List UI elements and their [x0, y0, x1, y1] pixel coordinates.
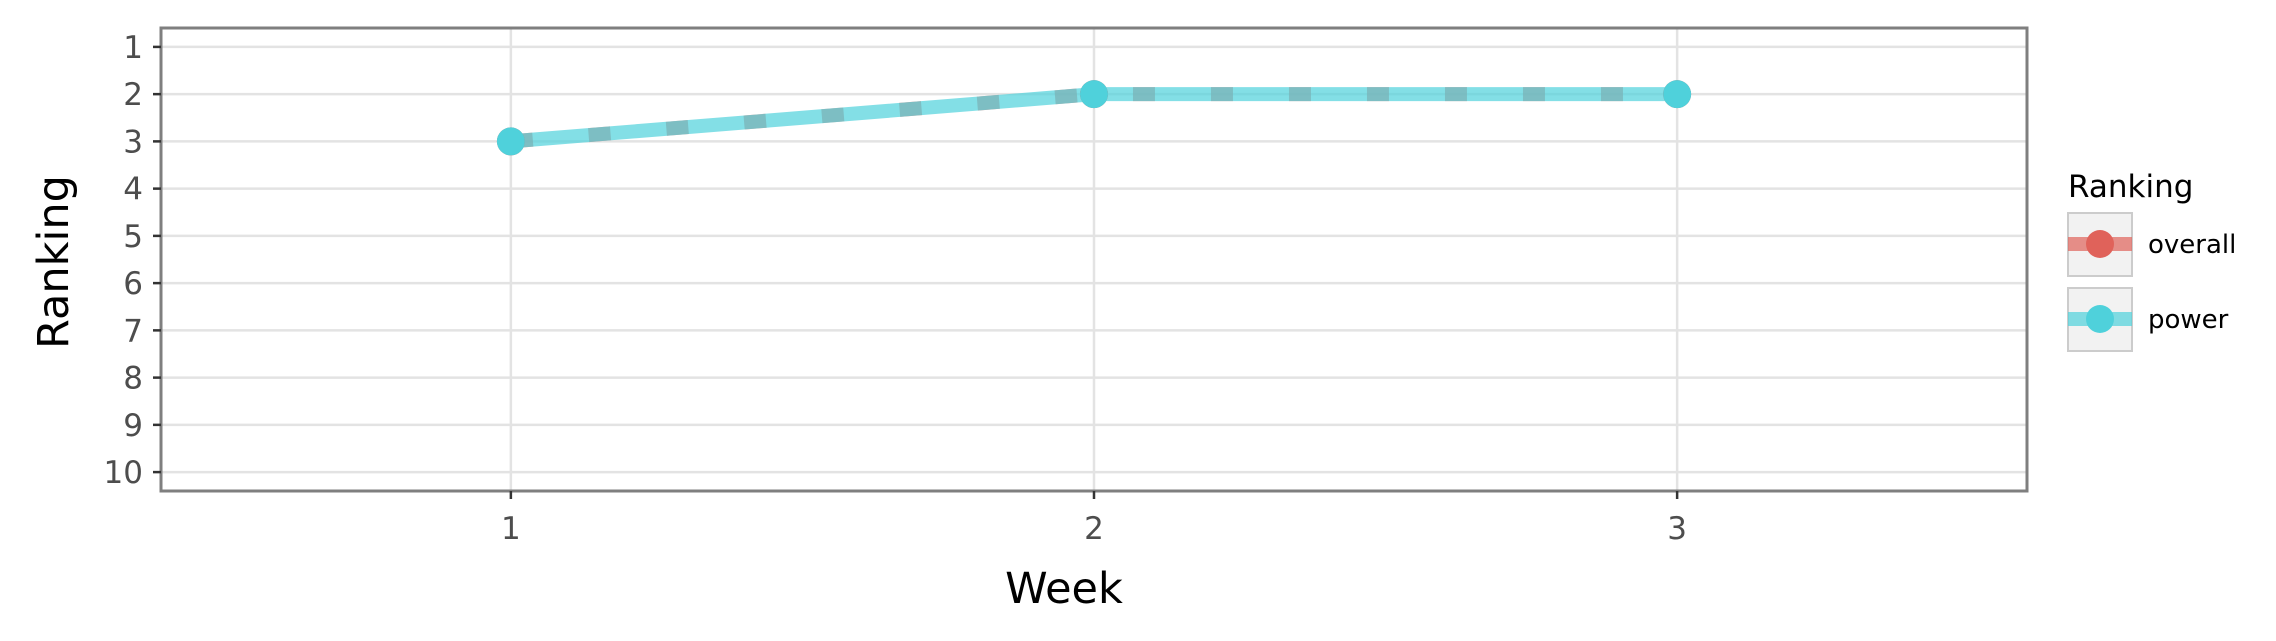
y-tick-label: 8 — [123, 361, 143, 397]
y-tick-label: 2 — [123, 77, 143, 113]
y-tick-label: 9 — [123, 408, 143, 444]
y-tick-label: 4 — [123, 172, 143, 208]
data-point-power — [1080, 80, 1108, 109]
y-tick-label: 7 — [123, 313, 143, 349]
data-point-power — [496, 127, 525, 156]
data-point-power — [1663, 80, 1692, 109]
y-tick-label: 10 — [104, 455, 143, 491]
data-points — [496, 80, 1692, 156]
legend-key-point — [2086, 230, 2114, 258]
legend-label: power — [2148, 305, 2229, 335]
y-tick-label: 5 — [123, 219, 143, 255]
x-tick-label: 3 — [1667, 511, 1687, 547]
legend-item-power: power — [2067, 287, 2229, 352]
x-axis-ticks: 1 2 3 — [501, 491, 1687, 547]
y-tick-label: 6 — [123, 266, 143, 302]
x-tick-label: 2 — [1084, 511, 1104, 547]
x-tick-label: 1 — [501, 511, 521, 547]
y-tick-label: 3 — [123, 124, 143, 160]
legend: Ranking overall power — [2067, 169, 2236, 352]
y-axis-title: Ranking — [29, 175, 79, 349]
legend-title: Ranking — [2068, 169, 2193, 205]
legend-item-overall: overall — [2067, 212, 2236, 277]
legend-label: overall — [2148, 230, 2236, 260]
y-tick-label: 1 — [123, 30, 143, 66]
x-axis-title: Week — [1005, 564, 1123, 614]
y-axis-ticks: 1 2 3 4 5 6 7 8 9 10 — [104, 30, 161, 491]
legend-key-point — [2086, 305, 2114, 333]
